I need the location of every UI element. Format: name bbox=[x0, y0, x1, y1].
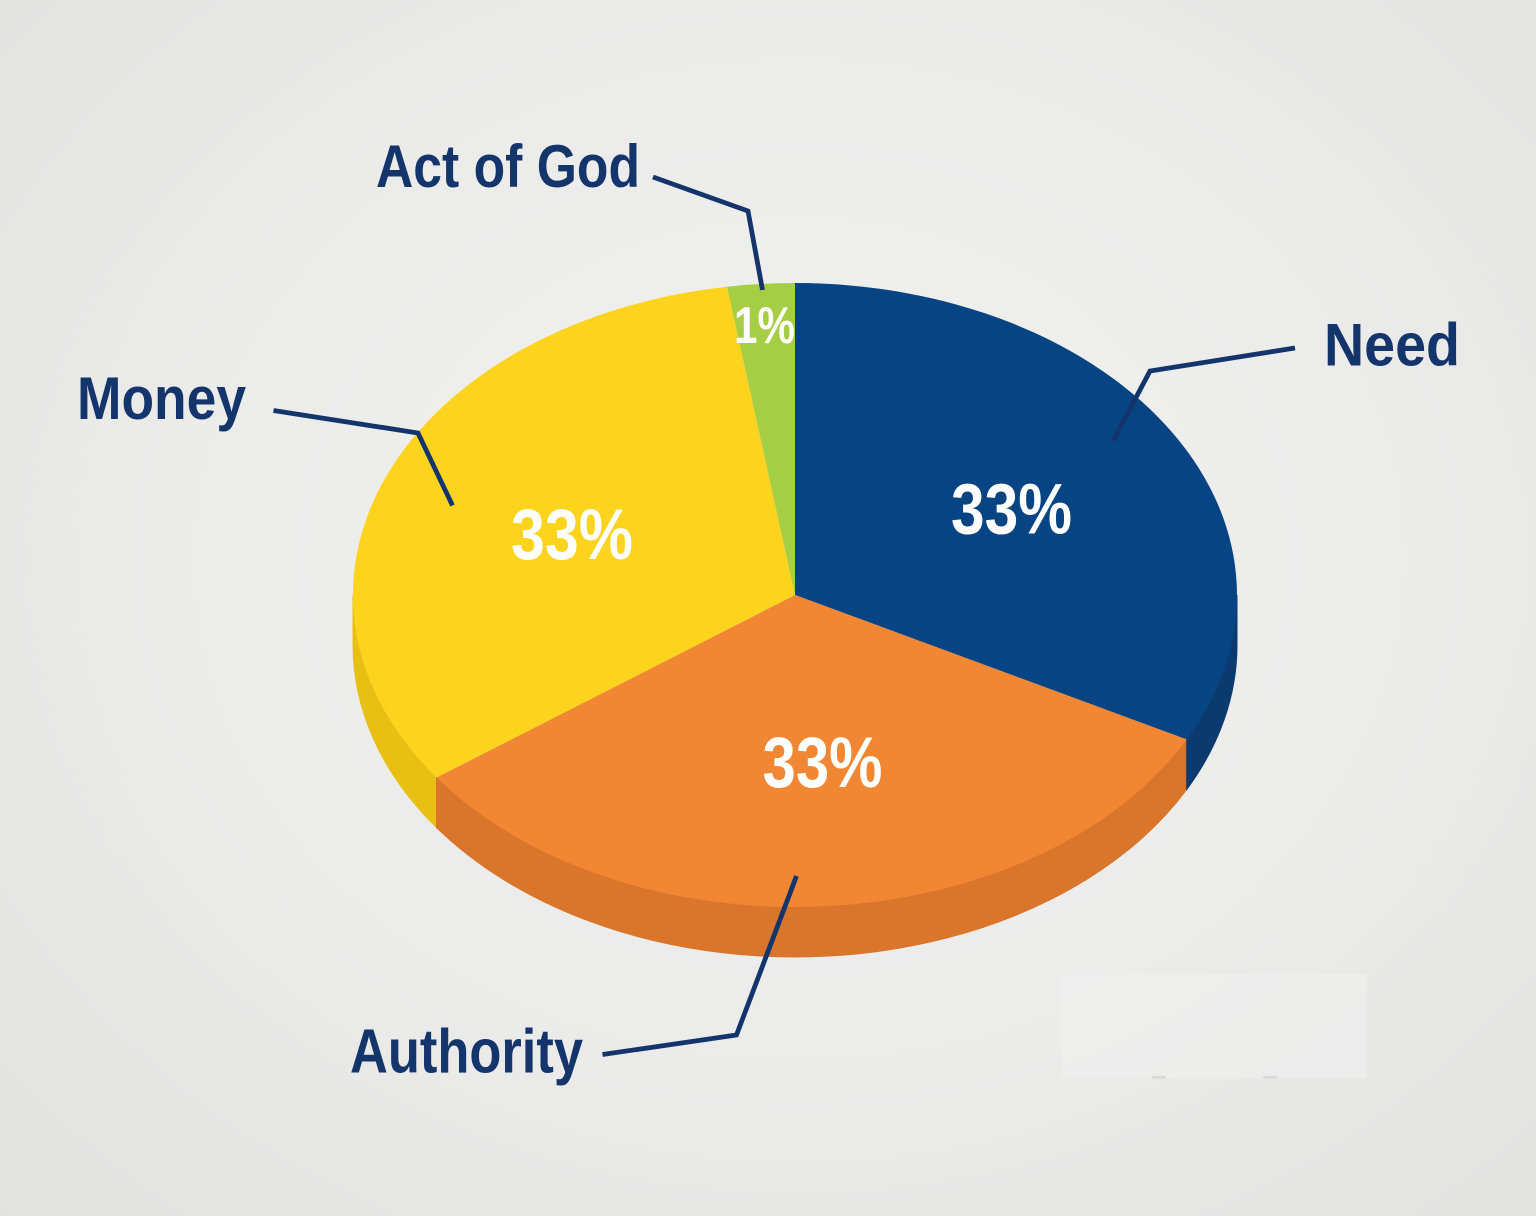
svg-text:Act of God: Act of God bbox=[376, 133, 640, 200]
svg-text:Money: Money bbox=[77, 365, 247, 432]
svg-text:Authority: Authority bbox=[350, 1018, 583, 1087]
svg-text:Need: Need bbox=[1324, 312, 1460, 379]
svg-text:33%: 33% bbox=[511, 496, 633, 575]
svg-text:1%: 1% bbox=[734, 297, 795, 355]
svg-text:33%: 33% bbox=[763, 724, 883, 803]
svg-text:33%: 33% bbox=[951, 471, 1072, 550]
